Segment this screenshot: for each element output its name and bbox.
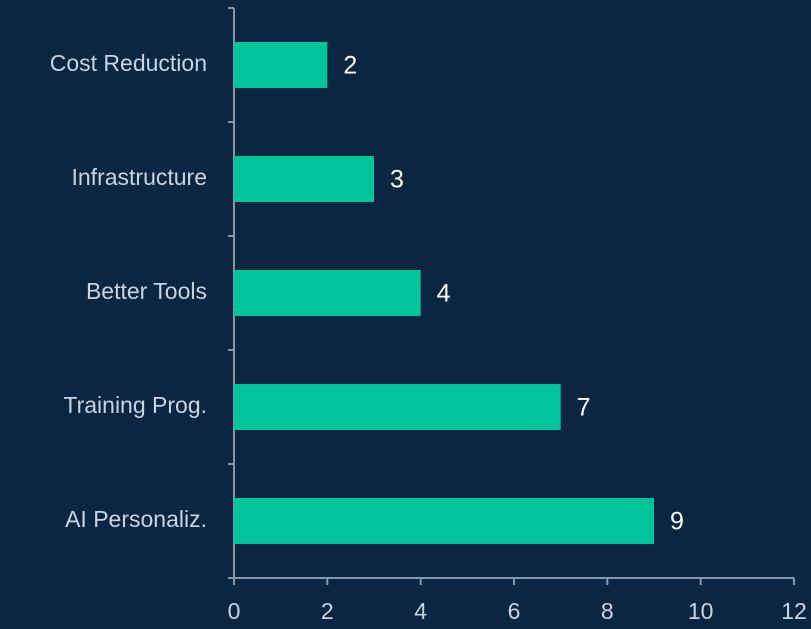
x-tick-label: 6 [508, 598, 521, 624]
x-tick-label: 12 [781, 598, 807, 624]
bar [234, 270, 421, 316]
value-label: 7 [577, 394, 591, 422]
bar [234, 156, 374, 202]
y-tick-label: Infrastructure [72, 164, 208, 190]
bar [234, 498, 654, 544]
y-tick-label: Cost Reduction [50, 50, 207, 76]
bar [234, 42, 328, 88]
value-label: 3 [390, 166, 404, 194]
value-label: 9 [670, 508, 684, 536]
y-tick-label: AI Personaliz. [65, 506, 207, 532]
x-tick-label: 4 [414, 598, 427, 624]
value-label: 2 [343, 52, 357, 80]
y-tick-label: Better Tools [86, 278, 207, 304]
x-tick-label: 8 [601, 598, 614, 624]
y-tick-label: Training Prog. [63, 392, 207, 418]
bar [234, 384, 561, 430]
x-tick-label: 0 [228, 598, 241, 624]
x-tick-label: 10 [688, 598, 714, 624]
x-tick-label: 2 [321, 598, 334, 624]
value-label: 4 [437, 280, 451, 308]
